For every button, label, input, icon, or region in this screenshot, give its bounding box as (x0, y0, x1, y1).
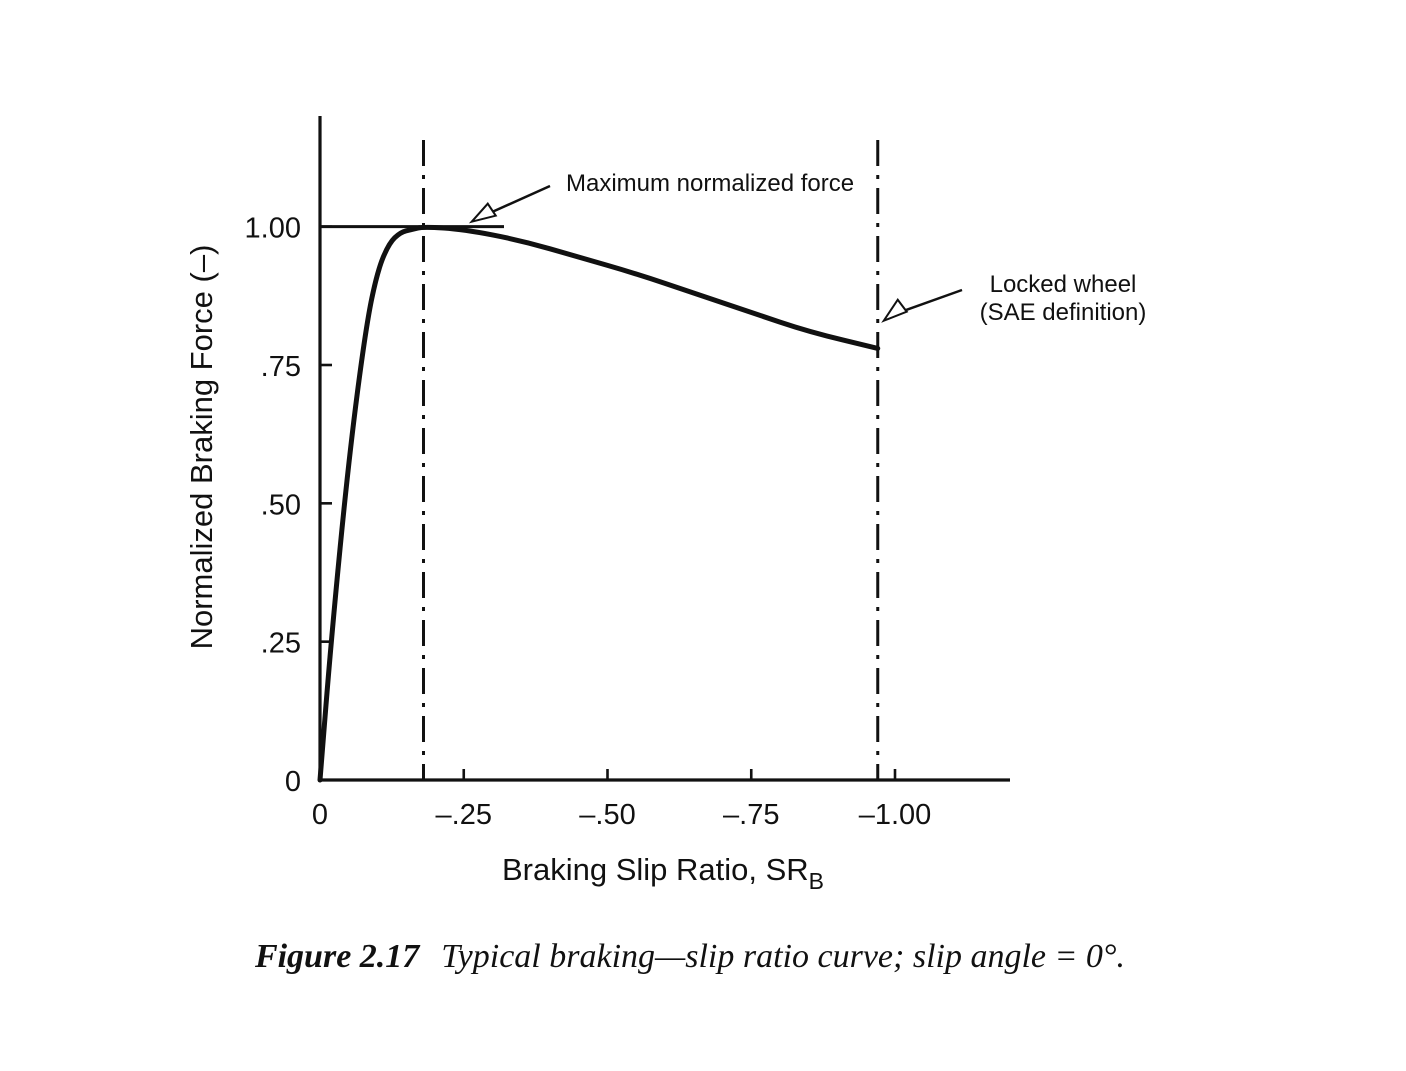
tick-labels: 0 –.25 –.50 –.75 –1.00 0 .25 .50 .75 1.00 (245, 213, 932, 831)
x-tick-label: 0 (312, 799, 328, 831)
figure-caption: Figure 2.17 Typical braking—slip ratio cu… (0, 938, 1380, 976)
x-tick-label: –1.00 (859, 799, 932, 831)
axes (318, 116, 1010, 782)
series-layer (317, 224, 881, 783)
reference-lines (320, 140, 880, 780)
annotation-locked-wheel-label: Locked wheel (990, 271, 1137, 298)
figure-caption-text: Typical braking—slip ratio curve; slip a… (441, 938, 1126, 975)
x-axis-title-subscript: B (809, 868, 824, 894)
x-tick-label: –.50 (579, 799, 635, 831)
x-tick-label: –.75 (723, 799, 779, 831)
braking-force-curve (317, 224, 881, 783)
y-tick-label: .75 (261, 351, 301, 383)
y-axis-title: Normalized Braking Force (–) (184, 245, 219, 650)
x-tick-label: –.25 (436, 799, 492, 831)
y-tick-label: 1.00 (245, 213, 301, 245)
figure-caption-label: Figure 2.17 (254, 938, 420, 975)
annotation-locked-wheel-arrow (895, 288, 963, 315)
y-tick-label: .50 (261, 489, 301, 521)
annotation-max-force-label: Maximum normalized force (566, 170, 854, 197)
annotations: Maximum normalized force Locked wheel(SAE… (468, 170, 1147, 326)
y-tick-label: 0 (285, 766, 301, 798)
y-tick-label: .25 (261, 628, 301, 660)
annotation-locked-wheel-arrowhead (881, 298, 909, 323)
x-axis-title: Braking Slip Ratio, SRB (502, 852, 824, 894)
annotation-max-force-arrowhead (468, 202, 498, 224)
annotation-locked-wheel-sublabel: (SAE definition) (980, 299, 1147, 326)
